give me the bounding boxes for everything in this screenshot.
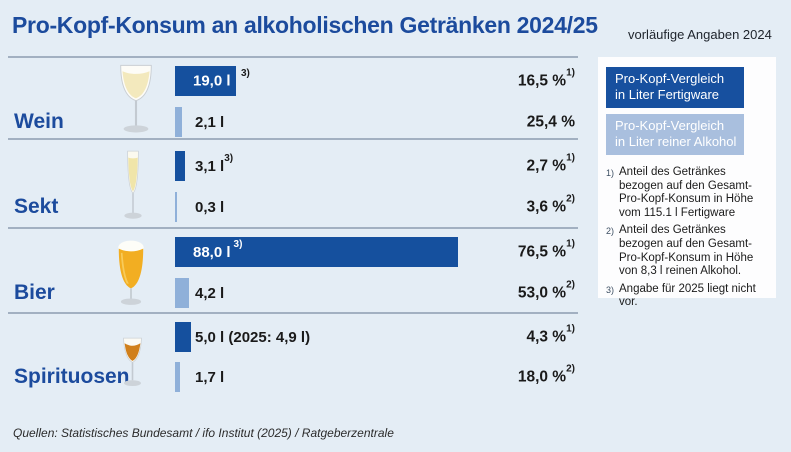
bar-wein-alkohol [175,107,182,137]
page-title: Pro-Kopf-Konsum an alkoholischen Getränk… [12,12,598,38]
share-value: 25,4 % [526,113,575,131]
share-value: 2,7 %1) [526,152,575,175]
category-label-wein: Wein [14,110,64,133]
bar-value-label: 5,0 l (2025: 4,9 l) [195,329,311,346]
bar-sekt-fertigware [175,151,185,181]
footnotes: 1) Anteil des Getränkes bezogen auf den … [606,166,770,310]
category-label-bier: Bier [14,281,55,304]
legend-fertigware: Pro-Kopf-Vergleich in Liter Fertigware [606,67,744,108]
source-line: Quellen: Statistisches Bundesamt / ifo I… [13,426,394,440]
bar-line-spirituosen-alkohol: 1,7 l 18,0 %2) [175,362,575,392]
divider [8,56,578,58]
footnote-1: 1) Anteil des Getränkes bezogen auf den … [606,166,754,219]
share-value: 16,5 %1) [517,67,575,90]
bar-bier-alkohol [175,278,189,308]
legend-reiner-alkohol: Pro-Kopf-Vergleich in Liter reiner Alkoho… [606,114,744,155]
bar-line-bier-alkohol: 4,2 l 53,0 %2) [175,278,575,308]
bar-value-label: 19,0 l [193,72,231,90]
footnote-mark: 3) [241,68,250,79]
bar-line-wein-alkohol: 2,1 l 25,4 % [175,107,575,137]
share-value: 3,6 %2) [526,193,575,216]
bar-value-label: 1,7 l [195,369,225,386]
bar-line-sekt-fertigware: 3,1 l3) 2,7 %1) [175,151,575,181]
share-value: 18,0 %2) [517,363,575,386]
bar-value-label: 88,0 l 3) [193,239,243,261]
bar-bier-fertigware: 88,0 l 3) [175,237,458,267]
bar-line-spirituosen-fertigware: 5,0 l (2025: 4,9 l) 4,3 %1) [175,322,575,352]
divider [8,227,578,229]
footnote-2: 2) Anteil des Getränkes bezogen auf den … [606,224,754,278]
beer-glass-icon [118,240,144,305]
share-value: 76,5 %1) [517,238,575,261]
share-value: 4,3 %1) [526,323,575,346]
bar-spirituosen-fertigware [175,322,191,352]
bar-value-label: 4,2 l [195,285,225,302]
preliminary-note: vorläufige Angaben 2024 [628,27,772,42]
champagne-flute-icon [124,150,142,219]
spirits-glass-icon [123,337,142,387]
bar-wein-fertigware: 19,0 l 3) [175,66,250,96]
divider [8,138,578,140]
bar-line-sekt-alkohol: 0,3 l 3,6 %2) [175,192,575,222]
bar-value-label: 0,3 l [195,199,225,216]
legend-panel: Pro-Kopf-Vergleich in Liter Fertigware Pr… [598,57,776,308]
share-value: 53,0 %2) [517,279,575,302]
bar-spirituosen-alkohol [175,362,180,392]
wine-glass-icon [120,64,152,133]
bar-line-bier-fertigware: 88,0 l 3) 76,5 %1) [175,237,575,267]
bar-line-wein-fertigware: 19,0 l 3) 16,5 %1) [175,66,575,96]
bar-sekt-alkohol [175,192,177,222]
bar-value-label: 3,1 l3) [195,153,234,175]
category-label-sekt: Sekt [14,195,59,218]
divider [8,312,578,314]
category-label-spirituosen: Spirituosen [14,365,130,388]
footnote-3: 3) Angabe für 2025 liegt nicht vor. [606,282,756,309]
bar-value-label: 2,1 l [195,114,225,131]
